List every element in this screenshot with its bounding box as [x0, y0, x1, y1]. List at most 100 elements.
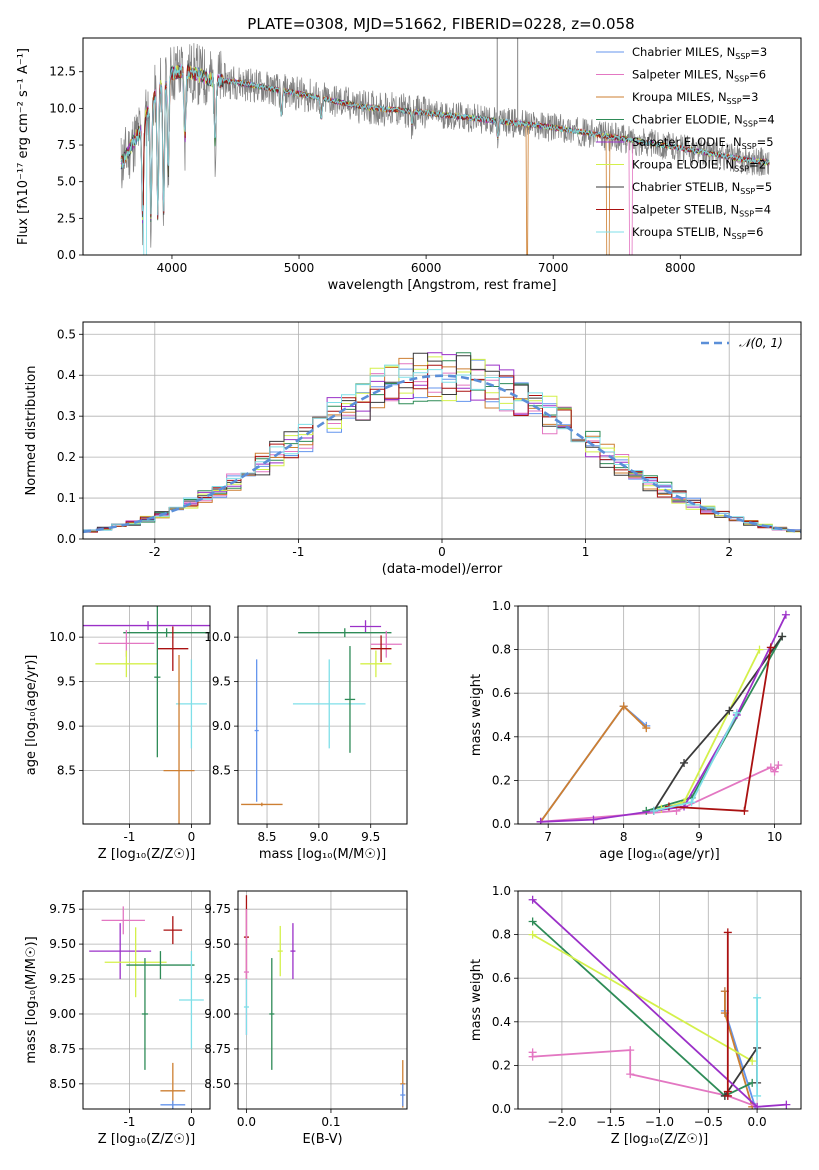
- y-tick-label: 8.5: [212, 764, 231, 778]
- legend-subscript: SSP: [743, 120, 758, 129]
- legend-suffix: =3: [750, 45, 767, 59]
- x-tick-label: −2.0: [547, 1115, 576, 1129]
- legend-entry: 𝒩(0, 1): [739, 336, 783, 350]
- x-tick-label: 4000: [157, 261, 188, 275]
- y-tick-label: 8.75: [49, 1042, 76, 1056]
- panel-age_vs_Z: -1 0 8.5 9.0 9.5 10.0 Z [log₁₀(Z/Z☉)] age [log₁…: [24, 605, 211, 862]
- legend-label: Kroupa ELODIE, N: [632, 158, 734, 172]
- legend-suffix: =5: [757, 135, 774, 149]
- x-tick-label: 2: [725, 545, 733, 559]
- legend-label: Chabrier STELIB, N: [632, 180, 740, 194]
- y-tick-label: 9.0: [57, 719, 76, 733]
- x-tick-label: -1: [123, 830, 135, 844]
- legend-entry: Kroupa MILES, NSSP=3: [632, 90, 758, 106]
- x-tick-label: 9.5: [361, 830, 380, 844]
- x-tick-label: 9: [695, 830, 703, 844]
- mass-weight-marker: [778, 632, 787, 641]
- plot-area: [120, 38, 770, 255]
- mass-weight-marker: [732, 708, 741, 717]
- mass-weight-marker: [528, 1052, 537, 1061]
- normal-curve-line: [83, 374, 801, 534]
- x-tick-label: -1: [292, 545, 304, 559]
- y-tick-label: 8.50: [49, 1077, 76, 1091]
- y-tick-label: 12.5: [49, 65, 76, 79]
- y-tick-label: 1.0: [492, 884, 511, 898]
- y-tick-label: 1.0: [492, 599, 511, 613]
- y-tick-label: 0.2: [492, 1058, 511, 1072]
- y-tick-label: 7.5: [57, 138, 76, 152]
- legend-entry: Salpeter MILES, NSSP=6: [632, 68, 766, 84]
- x-tick-label: 0.1: [321, 1115, 340, 1129]
- legend-suffix: =4: [758, 113, 775, 127]
- plot-area: [89, 906, 204, 1109]
- axes-frame: [82, 321, 802, 540]
- legend-entry: Kroupa STELIB, NSSP=6: [632, 225, 763, 241]
- y-tick-label: 10.0: [49, 630, 76, 644]
- y-tick-label: 5.0: [57, 175, 76, 189]
- y-tick-label: 0.0: [492, 1102, 511, 1116]
- panel-spectrum: 4000 5000 6000 7000 8000 0.0 2.5 5.0 7.5 10.0 12.5…: [16, 37, 802, 293]
- x-axis-label: mass [log₁₀(M/M☉)]: [259, 847, 386, 862]
- plot-area: [528, 895, 791, 1109]
- y-axis-label: mass [log₁₀(M/M☉)]: [24, 936, 39, 1063]
- y-axis-label: mass weight: [469, 674, 484, 756]
- x-axis-label: E(B-V): [302, 1132, 342, 1147]
- observed-spectrum-line: [120, 43, 770, 248]
- legend-suffix: =4: [754, 203, 771, 217]
- y-tick-label: 0.5: [57, 327, 76, 341]
- mass-weight-marker: [687, 798, 696, 807]
- mass-weight-marker: [619, 702, 628, 711]
- legend-label: Kroupa MILES, N: [632, 90, 727, 104]
- x-tick-label: -1: [123, 1115, 135, 1129]
- mass-weight-marker: [753, 993, 762, 1002]
- y-tick-label: 10.0: [49, 101, 76, 115]
- mass-weight-marker: [766, 643, 775, 652]
- x-tick-label: 1: [582, 545, 590, 559]
- x-tick-label: 9.0: [309, 830, 328, 844]
- x-axis-label: Z [log₁₀(Z/Z☉)]: [98, 847, 195, 862]
- y-tick-label: 8.5: [57, 764, 76, 778]
- x-tick-label: 0.0: [237, 1115, 256, 1129]
- y-tick-label: 9.50: [204, 937, 231, 951]
- x-tick-label: 5000: [284, 261, 315, 275]
- mass-weight-marker: [589, 815, 598, 824]
- legend-subscript: SSP: [732, 232, 747, 241]
- x-tick-label: 0: [188, 1115, 196, 1129]
- plot-area: [243, 895, 406, 1108]
- x-axis-label: Z [log₁₀(Z/Z☉)]: [98, 1132, 195, 1147]
- panel-mass_vs_EBV: 0.0 0.1 8.50 8.75 9.00 9.25 9.50 9.75 E(B-V): [204, 890, 408, 1147]
- mass-weight-marker: [766, 763, 775, 772]
- mass-weight-marker: [649, 806, 658, 815]
- x-axis-label: wavelength [Angstrom, rest frame]: [328, 278, 557, 293]
- plot-area: [241, 620, 402, 807]
- legend-subscript: SSP: [734, 165, 749, 174]
- panel-age_vs_mass: 8.5 9.0 9.5 8.5 9.0 9.5 10.0 mass [log₁₀(M/M☉)]: [204, 605, 408, 862]
- mass-weight-marker: [748, 1057, 757, 1066]
- y-tick-label: 8.50: [204, 1077, 231, 1091]
- legend-label: Chabrier MILES, N: [632, 45, 735, 59]
- legend-suffix: =6: [747, 225, 764, 239]
- x-axis-label: (data-model)/error: [382, 562, 503, 577]
- y-tick-label: 9.00: [49, 1007, 76, 1021]
- legend-suffix: =5: [755, 180, 772, 194]
- plot-area: [536, 610, 790, 824]
- mass-weight-marker: [723, 928, 732, 937]
- x-tick-label: 8000: [665, 261, 696, 275]
- mass-weight-marker: [528, 895, 537, 904]
- legend-suffix: =2: [749, 158, 766, 172]
- x-tick-label: −0.5: [694, 1115, 723, 1129]
- mass-weight-marker: [725, 706, 734, 715]
- mass-weight-line: [532, 933, 753, 1062]
- mass-weight-marker: [528, 930, 537, 939]
- axes-frame: [82, 605, 211, 825]
- legend-subscript: SSP: [739, 210, 754, 219]
- legend-entry: Salpeter STELIB, NSSP=4: [632, 203, 771, 219]
- mass-weight-marker: [626, 1070, 635, 1079]
- mass-weight-marker: [626, 1046, 635, 1055]
- x-tick-label: -2: [149, 545, 161, 559]
- y-axis-label: Normed distribution: [24, 366, 39, 496]
- axes-frame: [517, 890, 802, 1110]
- y-tick-label: 0.0: [57, 532, 76, 546]
- y-tick-label: 0.0: [57, 248, 76, 262]
- y-tick-label: 0.8: [492, 928, 511, 942]
